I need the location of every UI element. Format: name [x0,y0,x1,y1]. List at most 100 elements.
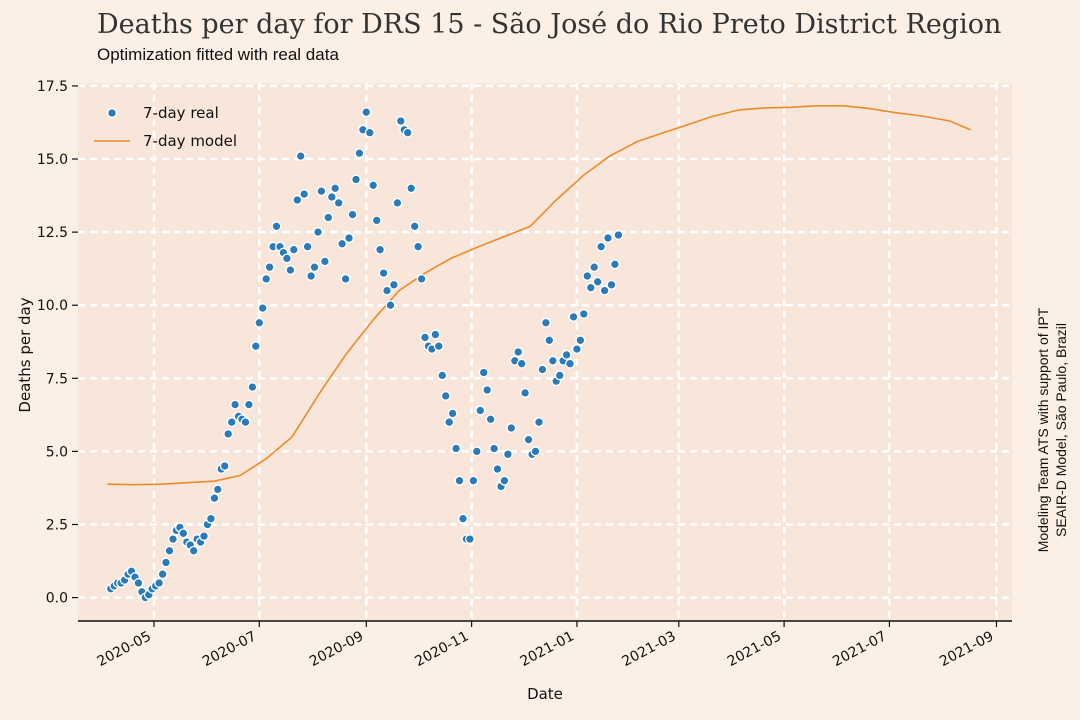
y-axis-label: Deaths per day [16,297,34,412]
y-tick-label: 5.0 [46,444,68,460]
data-point-real [364,127,375,138]
data-point-real [582,271,593,281]
data-point-real [534,417,544,428]
data-point-real [295,151,306,162]
data-point-real [388,279,399,290]
data-point-real [313,227,323,238]
data-point-real [340,273,351,284]
data-point-real [319,256,330,267]
data-point-real [571,344,582,355]
data-point-real [378,268,389,279]
data-point-real [471,446,482,457]
data-point-real [326,192,337,202]
data-point-real [382,285,392,296]
x-tick-label: 2021-01 [518,628,577,670]
legend-label-model: 7-day model [143,132,237,150]
data-point-real [561,349,572,360]
data-point-real [219,461,230,471]
data-point-real [330,183,341,194]
data-point-real [264,262,275,273]
y-tick-label: 7.5 [46,371,68,387]
data-point-real [547,355,558,366]
data-point-real [288,244,299,255]
y-tick-label: 0.0 [46,591,68,607]
data-point-real [257,303,268,314]
data-point-real [492,464,503,474]
data-point-real [599,285,610,296]
data-point-real [351,174,361,185]
data-point-real [406,183,417,194]
x-axis-label: Date [527,685,563,703]
x-tick-label: 2020-09 [307,628,366,670]
data-point-real [478,367,489,378]
data-point-real [247,382,258,393]
model-series [107,105,971,486]
data-point-real [199,531,209,542]
data-point-real [482,385,493,395]
data-point-real [589,262,600,273]
data-point-real [223,428,234,439]
data-point-real [444,417,455,428]
data-point-real [516,358,527,369]
x-tick-label: 2021-05 [725,628,784,670]
data-point-real [578,309,589,319]
data-point-real [337,238,348,249]
data-point-real [309,262,320,273]
chart-title: Deaths per day for DRS 15 - São José do … [97,9,1001,40]
data-point-real [392,197,403,208]
data-point-real [243,399,254,410]
data-point-real [385,300,396,311]
data-point-real [212,484,223,495]
data-point-real [161,557,171,568]
x-tick-label: 2021-07 [830,628,889,670]
credit-line-1: Modeling Team ATS with support of IPT [1035,307,1051,552]
data-point-real [464,534,475,545]
data-point-real [575,335,586,346]
data-point-real [523,434,534,445]
x-tick-label: 2020-07 [200,628,259,670]
data-point-real [613,230,624,240]
y-tick-label: 10.0 [37,298,68,314]
y-tick-label: 15.0 [37,152,68,168]
data-point-real [458,513,468,524]
data-point-real [520,387,531,398]
data-point-real [250,341,261,352]
data-point-real [596,241,607,252]
data-point-real [157,569,168,580]
data-point-real [368,180,379,191]
data-point-real [354,148,365,159]
data-point-real [502,449,513,460]
data-point-real [609,259,620,270]
data-point-real [371,215,382,226]
data-point-real [475,405,486,416]
data-point-real [164,545,175,556]
data-point-real [375,244,386,255]
data-point-real [188,545,199,556]
legend: 7-day real 7-day model [94,104,237,150]
real-series [105,107,624,603]
data-point-real [333,197,344,208]
x-tick-label: 2020-05 [95,628,154,670]
data-point-real [485,414,496,425]
data-point-real [168,534,178,545]
data-point-real [513,347,524,357]
data-point-real [306,271,317,281]
data-point-real [606,279,617,290]
data-point-real [430,329,441,340]
data-point-real [230,399,241,410]
data-point-real [603,233,613,243]
data-point-real [361,107,372,118]
data-point-real [323,212,334,223]
data-point-real [209,493,220,504]
data-point-real [347,209,358,220]
data-point-real [433,341,444,352]
data-point-real [254,317,265,328]
data-point-real [299,189,310,200]
data-point-real [416,273,427,284]
data-point-real [133,578,144,588]
data-point-real [454,475,465,486]
data-point-real [261,273,272,284]
credit-line-2: SEAIR-D Model, São Paulo, Brazil [1053,323,1069,537]
